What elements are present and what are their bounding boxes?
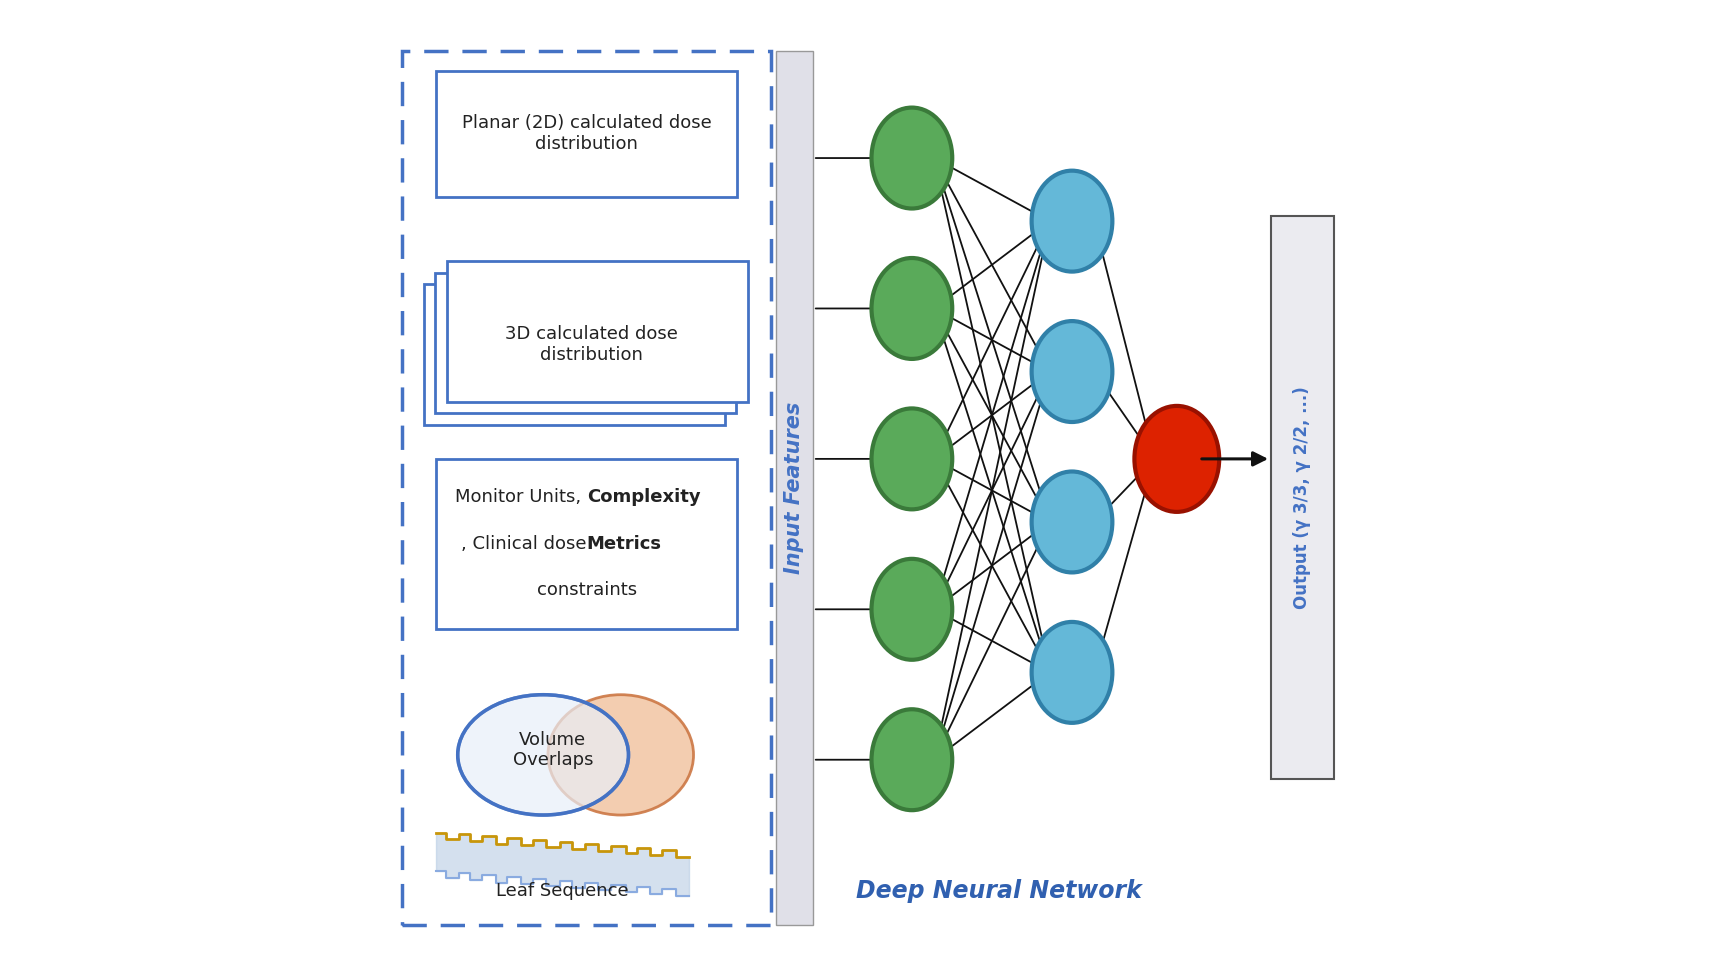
Text: Input Features: Input Features <box>785 402 805 574</box>
Text: Volume
Overlaps: Volume Overlaps <box>513 731 592 769</box>
Text: Monitor Units,: Monitor Units, <box>455 488 587 507</box>
FancyBboxPatch shape <box>436 459 737 629</box>
Ellipse shape <box>1032 171 1113 271</box>
Ellipse shape <box>458 695 628 815</box>
Ellipse shape <box>872 710 953 810</box>
FancyBboxPatch shape <box>424 284 725 425</box>
FancyBboxPatch shape <box>776 52 812 924</box>
Ellipse shape <box>1032 471 1113 573</box>
Text: constraints: constraints <box>537 582 637 599</box>
FancyBboxPatch shape <box>436 272 737 413</box>
Ellipse shape <box>1135 406 1219 511</box>
Text: , Clinical dose: , Clinical dose <box>462 535 587 552</box>
Ellipse shape <box>872 408 953 509</box>
Ellipse shape <box>872 258 953 359</box>
Ellipse shape <box>548 695 694 815</box>
Ellipse shape <box>1032 321 1113 422</box>
FancyBboxPatch shape <box>436 70 737 197</box>
Text: Metrics: Metrics <box>587 535 661 552</box>
Text: 3D calculated dose
distribution: 3D calculated dose distribution <box>505 325 678 364</box>
FancyBboxPatch shape <box>446 261 749 402</box>
Text: Leaf Sequence: Leaf Sequence <box>496 881 628 900</box>
Text: Complexity: Complexity <box>587 488 701 507</box>
Ellipse shape <box>872 107 953 209</box>
Text: Deep Neural Network: Deep Neural Network <box>857 878 1142 903</box>
Text: Planar (2D) calculated dose
distribution: Planar (2D) calculated dose distribution <box>462 114 711 153</box>
Ellipse shape <box>872 559 953 660</box>
FancyBboxPatch shape <box>1271 217 1334 779</box>
Text: Output (γ 3/3, γ 2/2, ...): Output (γ 3/3, γ 2/2, ...) <box>1293 386 1312 609</box>
Ellipse shape <box>1032 622 1113 723</box>
